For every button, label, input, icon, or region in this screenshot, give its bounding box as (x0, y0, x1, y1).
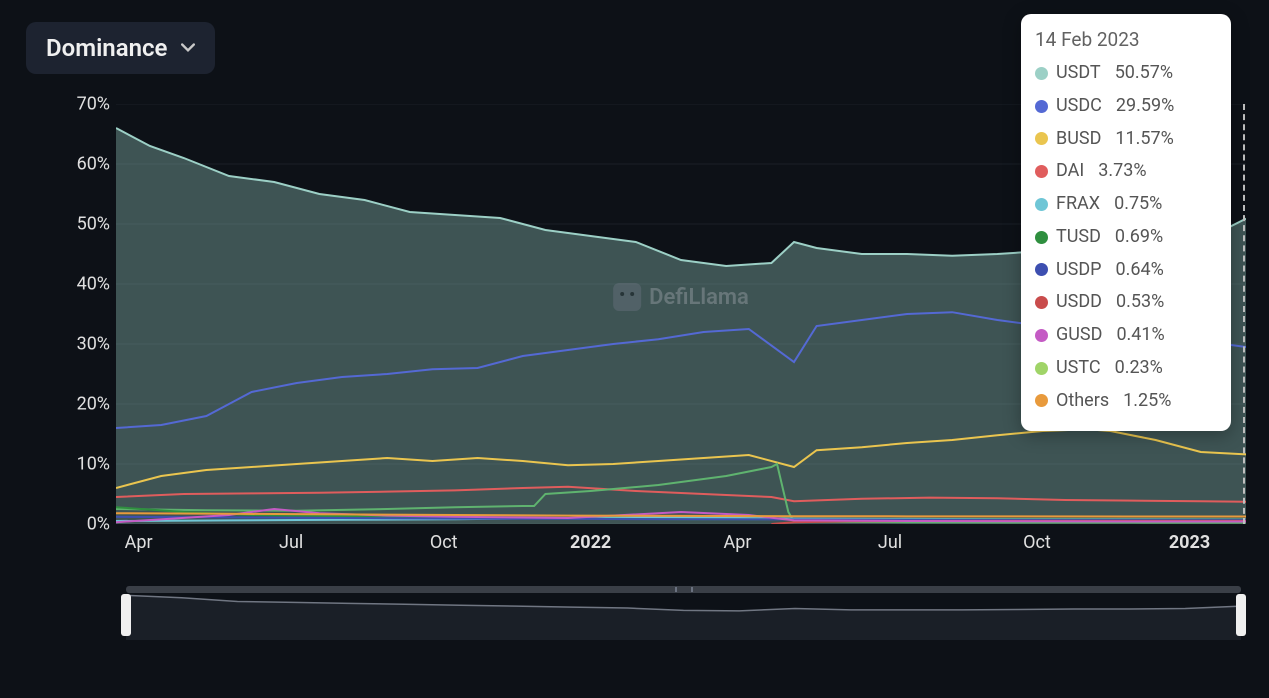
tooltip-row: DAI 3.73% (1035, 155, 1215, 188)
metric-dropdown-label: Dominance (46, 34, 167, 62)
tooltip-series-value: 0.69% (1115, 221, 1163, 254)
tooltip-series-name: FRAX (1056, 188, 1100, 221)
tooltip-date: 14 Feb 2023 (1035, 28, 1215, 51)
tooltip-series-value: 0.53% (1116, 286, 1164, 319)
legend-swatch-icon (1035, 67, 1048, 80)
tooltip-series-value: 11.57% (1115, 123, 1173, 156)
tooltip-series-value: 50.57% (1115, 57, 1173, 90)
brush-handle-left[interactable] (121, 594, 131, 636)
tooltip-series-name: Others (1056, 385, 1109, 418)
tooltip-series-value: 29.59% (1116, 90, 1174, 123)
brush-handle-right[interactable] (1236, 594, 1246, 636)
time-range-brush[interactable] (126, 586, 1241, 640)
y-tick-label: 40% (77, 274, 110, 295)
tooltip-row: GUSD 0.41% (1035, 319, 1215, 352)
tooltip-series-name: USDT (1056, 57, 1101, 90)
y-axis: 0%10%20%30%40%50%60%70% (16, 104, 116, 524)
legend-swatch-icon (1035, 329, 1048, 342)
legend-swatch-icon (1035, 362, 1048, 375)
legend-swatch-icon (1035, 198, 1048, 211)
hover-cursor-line (1243, 104, 1245, 524)
y-tick-label: 30% (77, 334, 110, 355)
x-axis: Apr Jul Oct 2022 Apr Jul Oct 2023 (116, 532, 1246, 562)
x-tick-label: 2023 (1169, 532, 1210, 553)
tooltip-series-name: BUSD (1056, 123, 1101, 156)
y-tick-label: 20% (77, 394, 110, 415)
tooltip-series-value: 3.73% (1098, 155, 1146, 188)
brush-scrollbar-track[interactable] (126, 586, 1241, 593)
x-tick-label: Oct (430, 532, 458, 553)
tooltip-series-name: USDC (1056, 90, 1102, 123)
tooltip-row: USDP 0.64% (1035, 254, 1215, 287)
tooltip-row: USDC 29.59% (1035, 90, 1215, 123)
y-tick-label: 70% (77, 94, 110, 115)
tooltip-series-name: USDD (1056, 286, 1102, 319)
x-tick-label: Apr (125, 532, 153, 553)
x-tick-label: 2022 (570, 532, 611, 553)
legend-swatch-icon (1035, 394, 1048, 407)
x-tick-label: Apr (724, 532, 752, 553)
tooltip-series-value: 0.41% (1116, 319, 1164, 352)
tooltip-series-value: 1.25% (1123, 385, 1171, 418)
tooltip-row: USDT 50.57% (1035, 57, 1215, 90)
x-tick-label: Jul (279, 532, 303, 553)
legend-swatch-icon (1035, 132, 1048, 145)
tooltip-series-value: 0.75% (1114, 188, 1162, 221)
x-tick-label: Oct (1023, 532, 1051, 553)
tooltip-row: USDD 0.53% (1035, 286, 1215, 319)
tooltip-row: TUSD 0.69% (1035, 221, 1215, 254)
legend-swatch-icon (1035, 165, 1048, 178)
y-tick-label: 60% (77, 154, 110, 175)
tooltip-series-name: DAI (1056, 155, 1084, 188)
y-tick-label: 10% (77, 454, 110, 475)
tooltip-series-value: 0.23% (1115, 352, 1163, 385)
tooltip-series-name: GUSD (1056, 319, 1102, 352)
legend-swatch-icon (1035, 263, 1048, 276)
tooltip-row: BUSD 11.57% (1035, 123, 1215, 156)
metric-dropdown[interactable]: Dominance (26, 22, 215, 74)
chart-tooltip: 14 Feb 2023 USDT 50.57% USDC 29.59% BUSD 11.5… (1021, 14, 1231, 431)
tooltip-series-value: 0.64% (1116, 254, 1164, 287)
x-tick-label: Jul (878, 532, 902, 553)
tooltip-row: Others 1.25% (1035, 385, 1215, 418)
tooltip-series-name: USDP (1056, 254, 1102, 287)
tooltip-series-name: TUSD (1056, 221, 1101, 254)
y-tick-label: 0% (87, 514, 110, 535)
tooltip-row: FRAX 0.75% (1035, 188, 1215, 221)
legend-swatch-icon (1035, 296, 1048, 309)
tooltip-row: USTC 0.23% (1035, 352, 1215, 385)
tooltip-series-name: USTC (1056, 352, 1101, 385)
legend-swatch-icon (1035, 100, 1048, 113)
brush-scrollbar-grip-icon (675, 587, 693, 592)
chevron-down-icon (181, 41, 195, 55)
y-tick-label: 50% (77, 214, 110, 235)
legend-swatch-icon (1035, 231, 1048, 244)
